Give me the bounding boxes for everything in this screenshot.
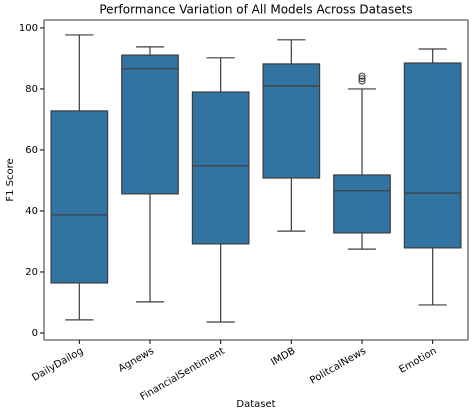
- x-tick-label: Emotion: [397, 346, 438, 376]
- y-tick-label: 100: [19, 23, 38, 34]
- x-tick-label: DailyDailog: [30, 346, 85, 384]
- outlier: [358, 75, 366, 83]
- y-tick-label: 0: [32, 328, 38, 339]
- outlier: [358, 72, 366, 80]
- y-tick-label: 40: [25, 206, 38, 217]
- y-axis-label: F1 Score: [5, 158, 16, 201]
- chart-title: Performance Variation of All Models Acro…: [99, 3, 412, 17]
- box: [191, 91, 250, 245]
- y-tick-label: 20: [25, 267, 38, 278]
- outlier: [358, 77, 366, 85]
- x-tick-label: PolitcalNews: [308, 346, 368, 387]
- x-tick-label: IMDB: [269, 346, 297, 369]
- x-tick-label: Agnews: [117, 346, 156, 375]
- y-tick-label: 80: [25, 84, 38, 95]
- plot-frame: [43, 19, 469, 341]
- box: [403, 62, 462, 249]
- box: [262, 63, 321, 179]
- box: [50, 110, 109, 284]
- y-tick-label: 60: [25, 145, 38, 156]
- box: [121, 54, 179, 195]
- x-axis-label: Dataset: [236, 399, 275, 410]
- box: [333, 174, 391, 234]
